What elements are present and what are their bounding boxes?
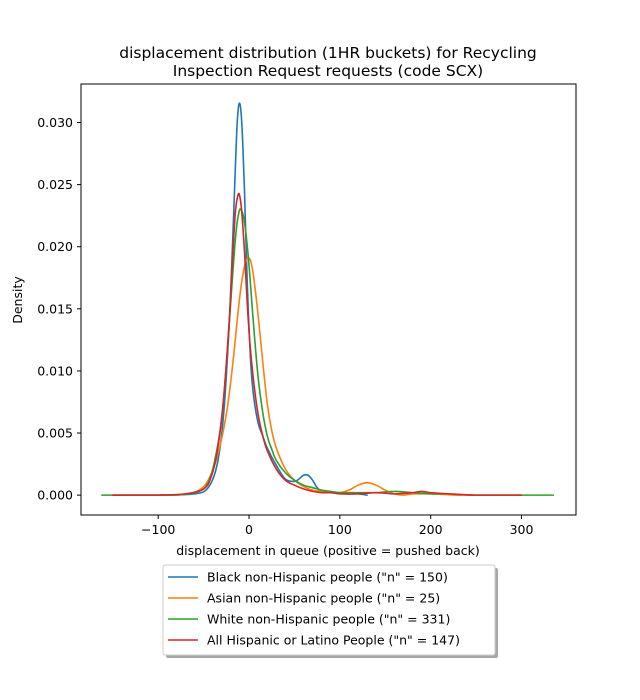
series-line-2 <box>111 257 523 496</box>
x-tick-label: 200 <box>419 522 443 537</box>
y-tick-label: 0.000 <box>37 488 73 503</box>
chart-title-line2: Inspection Request requests (code SCX) <box>173 62 483 80</box>
x-axis-ticks: −100 0 100 200 300 <box>141 515 533 537</box>
y-tick-label: 0.025 <box>37 177 73 192</box>
legend-items: Black non-Hispanic people ("n" = 150) Asi… <box>168 570 460 648</box>
legend-label: Asian non-Hispanic people ("n" = 25) <box>207 591 440 606</box>
y-tick-label: 0.030 <box>37 115 73 130</box>
plot-area: −100 0 100 200 300 0.000 0.005 0.010 0.015 0.020… <box>37 83 577 537</box>
series-line-4 <box>111 192 523 496</box>
y-tick-label: 0.020 <box>37 239 73 254</box>
y-tick-label: 0.015 <box>37 301 73 316</box>
legend: Black non-Hispanic people ("n" = 150) Asi… <box>162 564 498 658</box>
plot-frame <box>80 83 577 516</box>
series-line-3 <box>101 208 555 496</box>
chart-title-line1: displacement distribution (1HR buckets) … <box>119 44 537 62</box>
legend-box <box>162 564 496 656</box>
series-layer <box>101 102 555 496</box>
x-tick-label: −100 <box>141 522 175 537</box>
legend-label: White non-Hispanic people ("n" = 331) <box>207 612 450 627</box>
legend-label: All Hispanic or Latino People ("n" = 147… <box>207 633 460 648</box>
x-tick-label: 300 <box>510 522 534 537</box>
y-tick-label: 0.010 <box>37 363 73 378</box>
y-axis-label: Density <box>10 276 25 324</box>
x-tick-label: 0 <box>245 522 253 537</box>
y-tick-label: 0.005 <box>37 426 73 441</box>
y-axis-ticks: 0.000 0.005 0.010 0.015 0.020 0.025 0.030 <box>37 115 81 503</box>
x-tick-label: 100 <box>328 522 352 537</box>
legend-label: Black non-Hispanic people ("n" = 150) <box>207 570 448 585</box>
x-axis-label: displacement in queue (positive = pushed… <box>176 543 480 558</box>
